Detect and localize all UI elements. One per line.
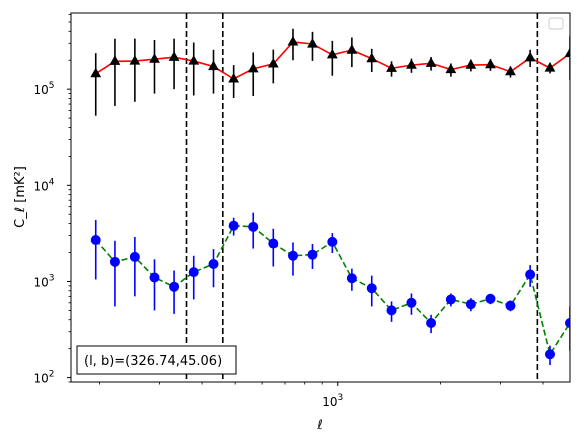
data-point bbox=[544, 349, 555, 360]
data-point bbox=[287, 250, 298, 261]
axes-frame bbox=[70, 12, 571, 383]
data-point bbox=[307, 249, 318, 260]
data-point bbox=[366, 52, 378, 63]
series-1 bbox=[90, 28, 570, 116]
y-tick-label: 105 bbox=[33, 81, 54, 97]
y-axis-label-group: C_ℓ [mK²] bbox=[13, 166, 28, 228]
data-point bbox=[346, 273, 357, 284]
data-point bbox=[228, 220, 239, 231]
data-point bbox=[149, 272, 160, 283]
x-tick-label: 103 bbox=[322, 393, 343, 409]
data-point bbox=[247, 62, 259, 73]
data-point bbox=[307, 38, 318, 48]
y-axis-ticks: 102 103 104 105 bbox=[33, 13, 71, 386]
data-point bbox=[129, 251, 140, 262]
data-point bbox=[485, 58, 496, 69]
data-point bbox=[445, 63, 457, 74]
data-point bbox=[327, 236, 338, 247]
data-point bbox=[208, 258, 219, 269]
data-point bbox=[485, 293, 496, 304]
data-point bbox=[524, 51, 536, 62]
data-point bbox=[268, 238, 279, 249]
data-point bbox=[90, 234, 101, 245]
data-point bbox=[149, 53, 160, 63]
data-point bbox=[169, 281, 180, 292]
annotation-frame bbox=[76, 345, 237, 375]
data-point bbox=[505, 300, 516, 311]
plot-area bbox=[90, 13, 570, 382]
y-axis-label: C_ℓ [mK²] bbox=[13, 166, 28, 228]
y-tick-label: 103 bbox=[33, 273, 54, 289]
plot-content bbox=[90, 13, 570, 382]
data-point bbox=[425, 57, 437, 67]
data-point bbox=[267, 57, 279, 68]
data-point bbox=[188, 55, 200, 65]
data-point bbox=[109, 256, 120, 267]
annotation-box: (l, b)=(326.74,45.06) bbox=[76, 345, 237, 375]
data-point bbox=[465, 59, 477, 69]
series-2 bbox=[90, 212, 570, 366]
data-point bbox=[525, 269, 536, 280]
data-point bbox=[406, 59, 417, 69]
data-point bbox=[465, 299, 476, 310]
annotation-text: (l, b)=(326.74,45.06) bbox=[84, 354, 222, 369]
data-point bbox=[366, 283, 377, 294]
data-point bbox=[287, 35, 299, 46]
data-point bbox=[248, 221, 259, 232]
x-axis-label: ℓ bbox=[316, 418, 322, 433]
data-point bbox=[346, 44, 358, 54]
data-point bbox=[326, 48, 338, 59]
data-point bbox=[426, 317, 437, 328]
data-point bbox=[406, 297, 417, 308]
data-point bbox=[505, 65, 516, 76]
data-point bbox=[188, 267, 199, 278]
y-tick-label: 104 bbox=[33, 177, 54, 193]
data-point bbox=[564, 47, 570, 58]
data-point bbox=[109, 55, 121, 65]
data-point bbox=[208, 60, 219, 71]
data-point bbox=[386, 62, 397, 72]
data-point bbox=[544, 62, 556, 72]
data-point bbox=[445, 294, 456, 305]
data-point bbox=[228, 72, 240, 83]
data-point bbox=[565, 317, 570, 328]
legend-box bbox=[548, 17, 564, 30]
data-point bbox=[168, 51, 180, 61]
y-tick-label: 102 bbox=[33, 370, 54, 386]
data-point bbox=[90, 67, 102, 78]
data-point bbox=[386, 305, 397, 316]
data-point bbox=[129, 55, 141, 65]
x-axis-ticks: 103 bbox=[99, 382, 544, 409]
